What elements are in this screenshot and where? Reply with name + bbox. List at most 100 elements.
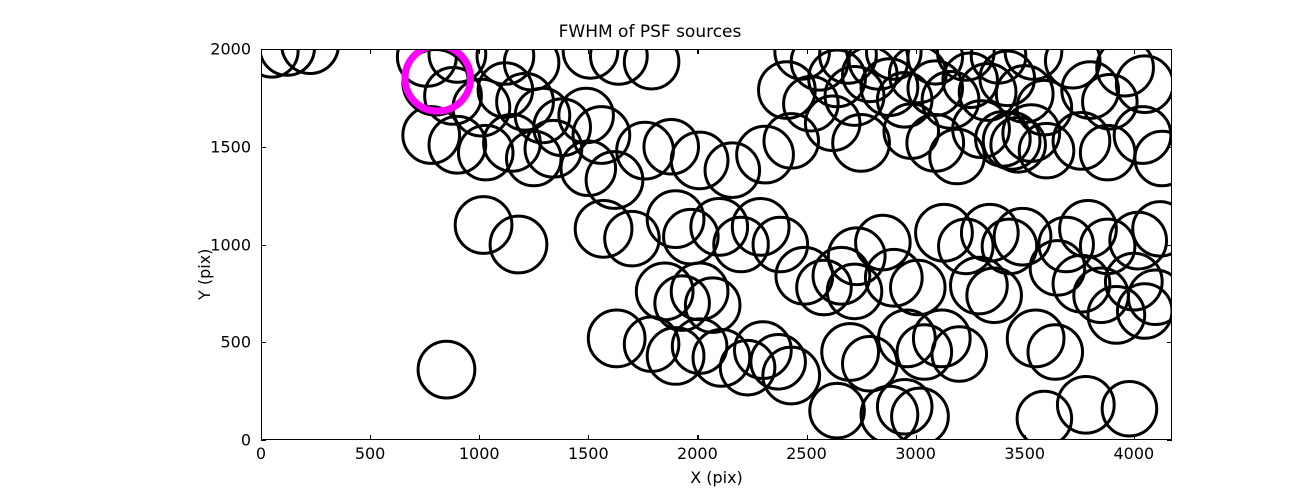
psf-source-marker[interactable]: [906, 49, 965, 86]
psf-source-marker[interactable]: [854, 213, 912, 272]
psf-source-marker[interactable]: [261, 49, 300, 79]
psf-source-marker[interactable]: [475, 49, 536, 86]
psf-source-marker[interactable]: [978, 49, 1037, 108]
psf-source-marker[interactable]: [865, 49, 923, 81]
psf-source-marker[interactable]: [930, 325, 989, 383]
psf-source-marker[interactable]: [811, 245, 872, 306]
psf-source-marker[interactable]: [718, 338, 777, 397]
psf-source-marker[interactable]: [670, 317, 729, 375]
psf-source-marker[interactable]: [280, 49, 340, 75]
psf-source-marker[interactable]: [1015, 389, 1074, 440]
psf-source-marker[interactable]: [911, 308, 972, 369]
psf-source-marker[interactable]: [887, 49, 948, 105]
psf-source-marker[interactable]: [831, 112, 891, 173]
psf-source-marker[interactable]: [603, 209, 661, 268]
psf-source-marker[interactable]: [1095, 49, 1155, 98]
psf-source-marker[interactable]: [895, 323, 954, 381]
psf-source-marker[interactable]: [1017, 121, 1076, 180]
x-axis-tick: [479, 49, 481, 54]
scatter-plot[interactable]: [261, 49, 1172, 440]
psf-source-marker[interactable]: [863, 247, 924, 308]
psf-source-marker[interactable]: [482, 112, 542, 173]
psf-source-marker[interactable]: [1055, 374, 1116, 435]
psf-source-marker[interactable]: [949, 255, 1009, 316]
psf-source-marker[interactable]: [703, 141, 762, 199]
psf-source-marker[interactable]: [689, 197, 750, 257]
psf-source-marker[interactable]: [645, 326, 706, 386]
psf-source-marker[interactable]: [941, 51, 999, 110]
psf-source-marker[interactable]: [488, 214, 549, 275]
psf-source-marker[interactable]: [1114, 54, 1172, 115]
psf-source-marker[interactable]: [1001, 103, 1062, 163]
psf-source-marker[interactable]: [557, 86, 615, 145]
psf-source-marker[interactable]: [423, 66, 483, 126]
psf-source-marker[interactable]: [761, 345, 822, 406]
psf-source-marker[interactable]: [453, 195, 514, 255]
psf-source-marker[interactable]: [1051, 111, 1112, 171]
psf-source-marker[interactable]: [669, 130, 730, 191]
psf-source-marker[interactable]: [401, 105, 462, 165]
selected-psf-source-marker[interactable]: [401, 49, 474, 115]
psf-source-marker[interactable]: [795, 258, 853, 317]
psf-source-marker[interactable]: [1133, 129, 1172, 188]
psf-source-marker[interactable]: [1043, 49, 1102, 90]
psf-source-marker[interactable]: [586, 308, 647, 369]
psf-source-marker[interactable]: [571, 105, 632, 165]
psf-source-marker[interactable]: [559, 139, 618, 198]
psf-source-marker[interactable]: [751, 215, 810, 274]
psf-source-marker[interactable]: [504, 129, 563, 188]
x-axis-tick: [915, 435, 917, 440]
psf-source-marker[interactable]: [859, 384, 920, 440]
y-tick-label: 1500: [210, 137, 251, 157]
psf-source-marker[interactable]: [782, 74, 840, 133]
psf-source-marker[interactable]: [622, 49, 681, 91]
psf-source-marker[interactable]: [416, 339, 477, 400]
y-tick-label: 1000: [210, 235, 251, 254]
psf-source-marker[interactable]: [965, 266, 1023, 325]
psf-source-marker[interactable]: [1037, 215, 1095, 274]
psf-source-marker[interactable]: [573, 198, 634, 259]
psf-source-marker[interactable]: [456, 123, 515, 182]
psf-source-marker[interactable]: [875, 377, 934, 436]
psf-source-marker[interactable]: [588, 49, 649, 86]
psf-source-marker[interactable]: [495, 71, 555, 132]
psf-source-marker[interactable]: [642, 117, 700, 176]
psf-source-marker[interactable]: [653, 274, 711, 332]
psf-source-marker[interactable]: [820, 322, 881, 382]
psf-source-marker[interactable]: [1126, 268, 1172, 327]
psf-source-marker[interactable]: [1005, 308, 1066, 369]
psf-source-marker[interactable]: [1112, 105, 1172, 165]
psf-source-marker[interactable]: [825, 262, 884, 321]
psf-source-marker[interactable]: [959, 202, 1020, 263]
psf-source-marker[interactable]: [735, 124, 795, 185]
psf-source-marker[interactable]: [889, 258, 947, 317]
psf-source-marker[interactable]: [1026, 323, 1085, 381]
psf-source-marker[interactable]: [523, 118, 584, 179]
psf-source-marker[interactable]: [1100, 379, 1159, 438]
y-tick-label: 500: [220, 332, 251, 352]
psf-source-marker[interactable]: [712, 215, 770, 274]
psf-source-marker[interactable]: [427, 114, 488, 175]
psf-source-marker[interactable]: [890, 386, 950, 440]
psf-source-marker[interactable]: [957, 62, 1018, 122]
psf-source-marker[interactable]: [808, 381, 866, 440]
psf-source-marker[interactable]: [561, 49, 620, 80]
psf-source-marker[interactable]: [730, 197, 791, 257]
psf-source-marker[interactable]: [1028, 239, 1087, 297]
x-axis-tick: [806, 49, 808, 54]
psf-source-marker[interactable]: [826, 226, 887, 287]
psf-source-marker[interactable]: [762, 112, 821, 170]
psf-source-marker[interactable]: [1103, 251, 1164, 312]
psf-source-marker[interactable]: [1086, 285, 1147, 345]
psf-source-marker[interactable]: [749, 333, 807, 391]
psf-source-marker[interactable]: [427, 49, 488, 84]
psf-source-marker[interactable]: [1081, 73, 1139, 131]
psf-source-marker[interactable]: [989, 116, 1047, 174]
psf-source-marker[interactable]: [992, 206, 1053, 267]
psf-source-marker[interactable]: [1060, 60, 1121, 120]
psf-source-marker[interactable]: [1051, 253, 1112, 314]
psf-source-marker[interactable]: [645, 189, 706, 249]
psf-source-marker[interactable]: [1131, 200, 1172, 258]
plot-axes[interactable]: [261, 49, 1172, 440]
psf-source-marker[interactable]: [261, 49, 316, 77]
